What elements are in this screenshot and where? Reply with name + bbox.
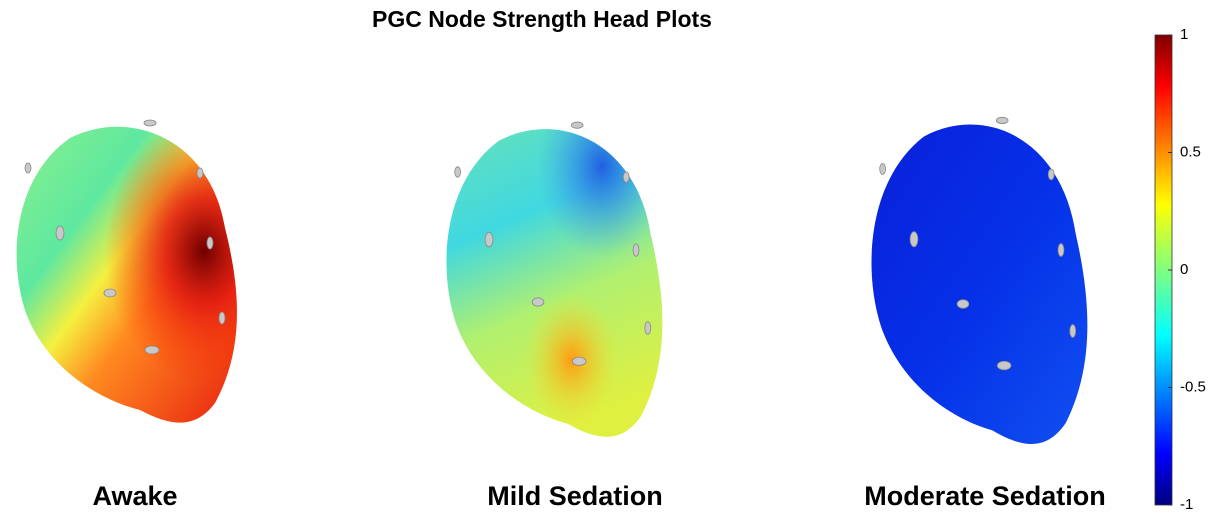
tick-label: 0.5	[1180, 143, 1201, 160]
head-moderate	[871, 116, 1088, 445]
tick-label: -1	[1180, 496, 1193, 513]
tick-label: -0.5	[1180, 378, 1206, 395]
head-mild	[446, 121, 663, 437]
tick-label: 0	[1180, 261, 1188, 278]
tick-label: 1	[1180, 26, 1188, 43]
panel-label: Mild Sedation	[487, 481, 663, 511]
head-awake	[16, 119, 237, 423]
title: PGC Node Strength Head Plots	[372, 6, 712, 32]
panel-label: Awake	[92, 481, 177, 511]
panel-label: Moderate Sedation	[864, 481, 1106, 511]
